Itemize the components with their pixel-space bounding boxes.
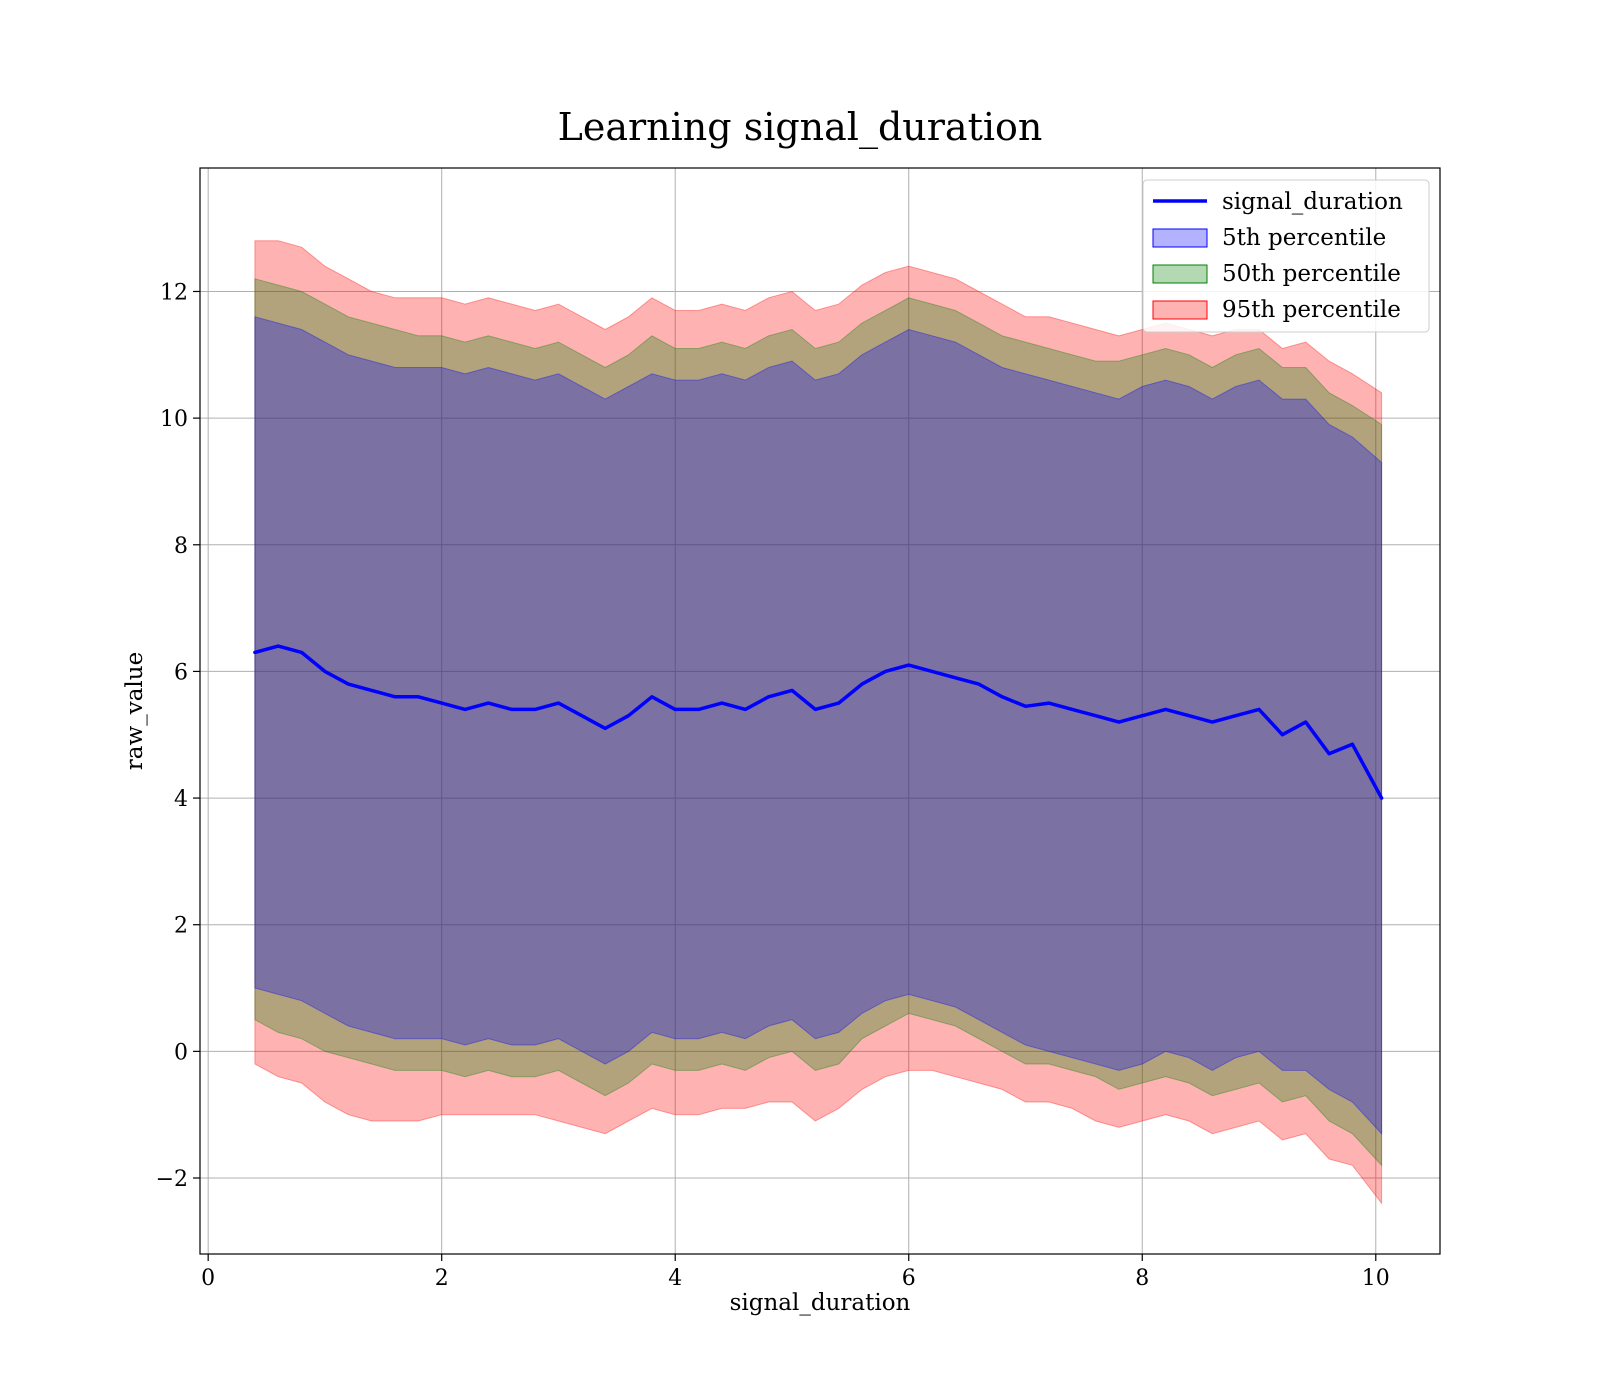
band-95th <box>254 240 1383 1205</box>
y-tick-label: 8 <box>174 534 188 559</box>
grid <box>200 168 1440 1254</box>
y-tick-label: 4 <box>174 787 188 812</box>
series-line <box>253 644 1384 800</box>
legend-label-p5: 5th percentile <box>1222 225 1386 251</box>
plot-background <box>200 168 1440 1254</box>
legend: signal_duration 5th percentile 50th perc… <box>1142 179 1430 333</box>
legend-label-line: signal_duration <box>1222 189 1403 215</box>
x-axis-label: signal_duration <box>730 1290 911 1316</box>
percentile-bands <box>254 240 1383 1205</box>
band-5th <box>254 316 1383 1135</box>
x-tick-label: 8 <box>1135 1266 1149 1291</box>
y-tick-label: 6 <box>174 660 188 685</box>
y-tick-label: 0 <box>174 1040 188 1065</box>
x-tick-label: 6 <box>902 1266 916 1291</box>
band-50th <box>254 278 1383 1167</box>
y-tick-label: 12 <box>160 280 188 305</box>
ticks: 0 2 4 6 8 10 −2 0 2 4 6 8 10 12 <box>156 280 1390 1291</box>
legend-label-p95: 95th percentile <box>1222 297 1401 323</box>
y-tick-label: −2 <box>156 1167 188 1192</box>
legend-swatch-p95 <box>1152 300 1208 320</box>
x-tick-label: 2 <box>435 1266 449 1291</box>
legend-label-p50: 50th percentile <box>1222 261 1401 287</box>
y-axis-label: raw_value <box>122 652 148 770</box>
legend-swatch-p5 <box>1152 228 1208 248</box>
plot-area: 0 2 4 6 8 10 −2 0 2 4 6 8 10 12 <box>156 167 1441 1291</box>
y-tick-label: 2 <box>174 914 188 939</box>
series-lines <box>253 644 1384 800</box>
y-tick-label: 10 <box>160 407 188 432</box>
x-tick-label: 0 <box>201 1266 215 1291</box>
legend-swatch-p50 <box>1152 264 1208 284</box>
x-tick-label: 4 <box>668 1266 682 1291</box>
chart-title: Learning signal_duration <box>558 105 1043 150</box>
legend-box <box>1142 179 1430 333</box>
plot-frame <box>199 167 1441 1255</box>
x-tick-label: 10 <box>1362 1266 1390 1291</box>
